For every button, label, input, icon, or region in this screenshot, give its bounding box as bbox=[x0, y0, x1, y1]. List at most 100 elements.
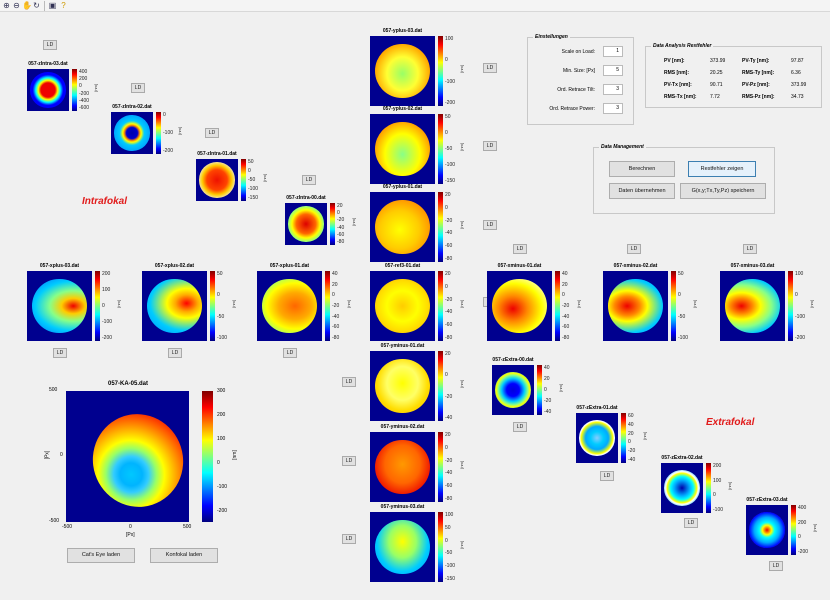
help-icon[interactable]: ? bbox=[61, 1, 66, 10]
tile-colorbar-tick: -60 bbox=[332, 324, 340, 331]
tile-image[interactable] bbox=[196, 159, 238, 201]
scale-on-load-input[interactable]: 1 bbox=[603, 46, 623, 57]
tile-title: 057-zIntra-03.dat bbox=[28, 61, 68, 67]
tile-colorbar-tick: 20 bbox=[544, 376, 550, 382]
tile-xp3: 057-xplus-03.dat 200 100 0 -100 -200 [nm] bbox=[27, 263, 121, 341]
tile-colorbar bbox=[791, 505, 796, 555]
tile-image[interactable] bbox=[720, 271, 785, 341]
load-button-yp3[interactable]: LD bbox=[483, 63, 497, 73]
tile-image[interactable] bbox=[487, 271, 552, 341]
analysis-value: 373.99 bbox=[791, 82, 807, 88]
load-button-ztm3[interactable]: LD bbox=[43, 40, 57, 50]
tile-image[interactable] bbox=[370, 271, 435, 341]
tile-image[interactable] bbox=[257, 271, 322, 341]
wavefront-disc bbox=[375, 43, 430, 99]
load-button-ze2[interactable]: LD bbox=[684, 518, 698, 528]
load-button-xp2[interactable]: LD bbox=[168, 348, 182, 358]
tile-image[interactable] bbox=[111, 112, 153, 154]
tile-image[interactable] bbox=[370, 192, 435, 262]
tile-image[interactable] bbox=[27, 271, 92, 341]
load-button-ze1[interactable]: LD bbox=[600, 471, 614, 481]
main-plot-image[interactable] bbox=[66, 391, 189, 522]
tile-title: 057-yplus-02.dat bbox=[382, 106, 423, 112]
tile-image[interactable] bbox=[492, 365, 534, 415]
tile-colorbar-tick: 100 bbox=[102, 287, 111, 293]
tile-image[interactable] bbox=[746, 505, 788, 555]
load-button-ym2[interactable]: LD bbox=[342, 456, 356, 466]
daten-uebernehmen-button[interactable]: Daten übernehmen bbox=[609, 183, 675, 199]
tile-ze1: 057-zExtra-01.dat 60 40 20 0 -20 -40 [nm] bbox=[576, 405, 647, 463]
load-button-xp1[interactable]: LD bbox=[283, 348, 297, 358]
tile-image[interactable] bbox=[370, 36, 435, 106]
tile-yp3: 057-yplus-03.dat 100 0 -100 -200 [nm] bbox=[370, 28, 464, 106]
load-button-ze3[interactable]: LD bbox=[769, 561, 783, 571]
tile-image[interactable] bbox=[370, 114, 435, 184]
tile-colorbar-tick: 100 bbox=[445, 512, 454, 518]
tile-xm1: 057-xminus-01.dat 40 20 0 -20 -40 -60 -80 [nm] bbox=[487, 263, 581, 341]
save-figure-icon[interactable]: ▣ bbox=[48, 1, 57, 10]
load-button-xp3[interactable]: LD bbox=[53, 348, 67, 358]
tile-image[interactable] bbox=[661, 463, 703, 513]
retrace-tilt-input[interactable]: 3 bbox=[603, 84, 623, 95]
tile-colorbar-tick: 0 bbox=[217, 292, 220, 299]
tile-xm3: 057-xminus-03.dat 100 0 -100 -200 [nm] bbox=[720, 263, 814, 341]
wavefront-disc bbox=[375, 199, 430, 255]
wavefront-disc bbox=[375, 358, 430, 414]
tile-colorbar-tick: -40 bbox=[445, 230, 453, 237]
pan-icon[interactable]: ✋ bbox=[22, 1, 32, 10]
load-button-xm2[interactable]: LD bbox=[627, 244, 641, 254]
tile-colorbar-tick: -100 bbox=[217, 335, 228, 341]
load-button-ym1[interactable]: LD bbox=[342, 377, 356, 387]
analysis-key: RMS-Ty [nm]: bbox=[742, 70, 775, 76]
tile-image[interactable] bbox=[285, 203, 327, 245]
zoom-out-icon[interactable]: ⊖ bbox=[13, 1, 20, 10]
load-button-yp2[interactable]: LD bbox=[483, 141, 497, 151]
konfokal-load-button[interactable]: Konfokal laden bbox=[150, 548, 218, 563]
tile-colorbar-tick: -100 bbox=[248, 186, 259, 192]
tile-colorbar-tick: 0 bbox=[332, 292, 335, 299]
tile-colorbar-unit: [nm] bbox=[727, 482, 732, 490]
tile-colorbar-tick: -150 bbox=[445, 178, 456, 184]
load-button-xm1[interactable]: LD bbox=[513, 244, 527, 254]
retrace-power-input[interactable]: 3 bbox=[603, 103, 623, 114]
tile-ze3: 057-zExtra-03.dat 400 200 0 -200 [nm] bbox=[746, 497, 817, 555]
load-button-ztm1[interactable]: LD bbox=[205, 128, 219, 138]
tile-image[interactable] bbox=[576, 413, 618, 463]
tile-colorbar-tick: -600 bbox=[79, 105, 90, 111]
load-button-ym3[interactable]: LD bbox=[342, 534, 356, 544]
tile-image[interactable] bbox=[370, 351, 435, 421]
tile-colorbar-tick: -20 bbox=[445, 457, 453, 464]
tile-colorbar-unit: [nm] bbox=[459, 461, 464, 469]
tile-colorbar-tick: 0 bbox=[798, 534, 801, 541]
load-button-ztm0[interactable]: LD bbox=[302, 175, 316, 185]
wavefront-disc bbox=[664, 470, 700, 506]
berechnen-button[interactable]: Berechnen bbox=[609, 161, 675, 177]
load-button-yp1[interactable]: LD bbox=[483, 220, 497, 230]
tile-colorbar-tick: -100 bbox=[163, 130, 174, 136]
analysis-key: PV [nm]: bbox=[664, 58, 685, 64]
load-button-ze0[interactable]: LD bbox=[513, 422, 527, 432]
analysis-value: 90.71 bbox=[710, 82, 723, 88]
tile-colorbar-unit: [nm] bbox=[459, 300, 464, 308]
cats-eye-load-button[interactable]: Cat's Eye laden bbox=[67, 548, 135, 563]
tile-colorbar-tick: 40 bbox=[332, 271, 338, 277]
tile-colorbar-tick: 50 bbox=[445, 114, 451, 120]
tile-title: 057-zExtra-02.dat bbox=[661, 455, 703, 461]
rotate-icon[interactable]: ↻ bbox=[33, 1, 40, 10]
load-button-ztm2[interactable]: LD bbox=[131, 83, 145, 93]
tile-ym3: 057-yminus-03.dat 100 50 0 -50 -100 -150 [nm] bbox=[370, 504, 464, 582]
tile-image[interactable] bbox=[370, 512, 435, 582]
zoom-in-icon[interactable]: ⊕ bbox=[3, 1, 10, 10]
tile-image[interactable] bbox=[603, 271, 668, 341]
tile-image[interactable] bbox=[370, 432, 435, 502]
load-button-xm3[interactable]: LD bbox=[743, 244, 757, 254]
tile-image[interactable] bbox=[27, 69, 69, 111]
tile-image[interactable] bbox=[142, 271, 207, 341]
restfehler-zeigen-button[interactable]: Restfehler zeigen bbox=[688, 161, 756, 177]
analysis-value: 373.99 bbox=[710, 58, 726, 64]
tile-colorbar-tick: 0 bbox=[445, 372, 448, 379]
tile-title: 057-zIntra-00.dat bbox=[286, 195, 326, 201]
analysis-panel: Data Analysis Restfehler PV [nm]: 373.99 P… bbox=[645, 43, 822, 108]
speichern-button[interactable]: G(x,y;Tx,Ty,Pz) speichern bbox=[680, 183, 766, 199]
min-size-input[interactable]: 5 bbox=[603, 65, 623, 76]
